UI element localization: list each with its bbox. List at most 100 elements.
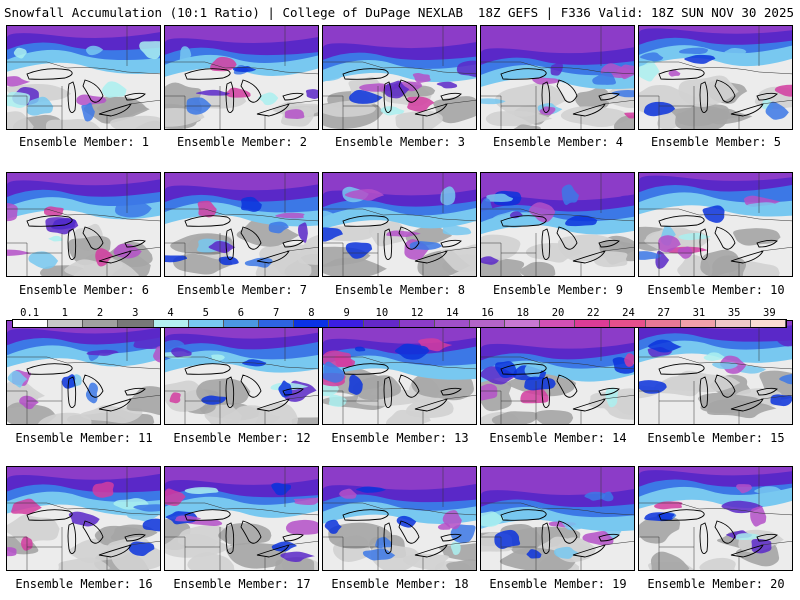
ensemble-member-map-14 [480, 320, 635, 425]
snowfall-map [165, 321, 318, 424]
snowfall-map [165, 467, 318, 570]
header-left-title: Snowfall Accumulation (10:1 Ratio) | Col… [4, 5, 464, 20]
color-scale-swatch [153, 320, 189, 327]
ensemble-member-label: Ensemble Member: 2 [176, 135, 308, 149]
color-scale-tick-label: 39 [763, 307, 776, 319]
ensemble-member-label: Ensemble Member: 14 [489, 431, 627, 445]
ensemble-member-label: Ensemble Member: 15 [647, 431, 785, 445]
ensemble-member-map-6 [6, 172, 161, 277]
color-scale-legend: 0.1 1 2 3 4 5 6 7 8 9 10 12 14 16 18 20 22 24 27 31 35 39 [12, 307, 787, 330]
snowfall-map [165, 173, 318, 276]
color-scale-tick-label: 8 [308, 307, 315, 319]
ensemble-member-map-13 [322, 320, 477, 425]
color-scale-tick-label: 18 [516, 307, 530, 319]
color-scale-swatch [434, 320, 470, 327]
color-scale-labels: 0.1 1 2 3 4 5 6 7 8 9 10 12 14 16 18 20 22 24 27 31 35 39 [12, 307, 787, 319]
ensemble-member-map-17 [164, 466, 319, 571]
ensemble-member-map-8 [322, 172, 477, 277]
color-scale-swatch [469, 320, 505, 327]
ensemble-member-label: Ensemble Member: 19 [489, 577, 627, 591]
ensemble-member-label: Ensemble Member: 16 [15, 577, 153, 591]
color-scale-swatch [715, 320, 751, 327]
color-scale-tick-label: 9 [343, 307, 350, 319]
snowfall-map [481, 173, 634, 276]
snowfall-map [481, 467, 634, 570]
ensemble-member-label: Ensemble Member: 5 [650, 135, 782, 149]
ensemble-member-map-11 [6, 320, 161, 425]
color-scale-swatch [364, 320, 400, 327]
ensemble-member-label: Ensemble Member: 7 [176, 283, 308, 297]
snowfall-map [481, 26, 634, 129]
ensemble-member-map-19 [480, 466, 635, 571]
ensemble-member-map-20 [638, 466, 793, 571]
ensemble-member-map-12 [164, 320, 319, 425]
color-scale-swatch [504, 320, 541, 327]
color-scale-swatch [258, 320, 295, 327]
snowfall-map [639, 321, 792, 424]
color-scale-tick-label: 20 [551, 307, 565, 319]
snowfall-map [639, 26, 792, 129]
color-scale-swatch [48, 320, 84, 327]
color-scale-tick-label: 22 [586, 307, 600, 319]
color-scale-swatch [610, 320, 646, 327]
snowfall-map [323, 467, 476, 570]
color-scale-tick-label: 5 [202, 307, 209, 319]
color-scale-swatch [645, 320, 681, 327]
snowfall-map [639, 467, 792, 570]
snowfall-map [639, 173, 792, 276]
color-scale-tick-label: 2 [96, 307, 104, 319]
ensemble-member-map-18 [322, 466, 477, 571]
snowfall-map [323, 321, 476, 424]
ensemble-member-label: Ensemble Member: 8 [334, 283, 466, 297]
header-right-title: 18Z GEFS | F336 Valid: 18Z SUN NOV 30 20… [477, 5, 794, 20]
color-scale-tick-label: 35 [727, 307, 741, 319]
ensemble-member-label: Ensemble Member: 9 [492, 283, 624, 297]
ensemble-member-label: Ensemble Member: 10 [647, 283, 785, 297]
color-scale-tick-label: 4 [167, 307, 174, 319]
color-scale-swatch [399, 320, 435, 327]
color-scale-tick-label: 3 [132, 307, 139, 319]
ensemble-member-label: Ensemble Member: 17 [173, 577, 311, 591]
ensemble-member-label: Ensemble Member: 4 [492, 135, 624, 149]
ensemble-member-label: Ensemble Member: 1 [18, 135, 150, 149]
ensemble-member-label: Ensemble Member: 6 [18, 283, 150, 297]
ensemble-member-map-16 [6, 466, 161, 571]
ensemble-member-label: Ensemble Member: 20 [647, 577, 785, 591]
color-scale-tick-label: 10 [375, 307, 389, 319]
snowfall-map [7, 321, 160, 424]
ensemble-member-map-4 [480, 25, 635, 130]
color-scale-swatch [118, 320, 154, 327]
snowfall-map [7, 26, 160, 129]
color-scale-swatch [540, 320, 576, 327]
color-scale-tick-label: 27 [657, 307, 671, 319]
ensemble-member-map-5 [638, 25, 793, 130]
color-scale-tick-label: 1 [61, 307, 68, 319]
snowfall-map [323, 26, 476, 129]
color-scale-swatch [13, 320, 49, 327]
color-scale-tick-label: 7 [273, 307, 280, 319]
color-scale-swatch [294, 320, 330, 327]
color-scale-swatch [188, 320, 224, 327]
ensemble-member-map-9 [480, 172, 635, 277]
color-scale-tick-label: 12 [410, 307, 424, 319]
color-scale-swatch [329, 320, 365, 327]
ensemble-member-map-1 [6, 25, 161, 130]
ensemble-member-map-10 [638, 172, 793, 277]
color-scale-swatch [750, 320, 787, 327]
color-scale-swatch [575, 320, 611, 327]
ensemble-member-label: Ensemble Member: 11 [15, 431, 153, 445]
color-scale-swatch [83, 320, 119, 327]
color-scale-tick-label: 16 [481, 307, 494, 319]
color-scale-tick-label: 24 [622, 307, 635, 319]
ensemble-member-label: Ensemble Member: 18 [331, 577, 469, 591]
color-scale-tick-label: 31 [692, 307, 706, 319]
snowfall-map [7, 173, 160, 276]
ensemble-member-map-2 [164, 25, 319, 130]
color-scale-tick-label: 6 [237, 307, 245, 319]
color-scale-bar [12, 319, 787, 328]
ensemble-member-map-15 [638, 320, 793, 425]
ensemble-member-map-3 [322, 25, 477, 130]
color-scale-tick-label: 14 [446, 307, 459, 319]
color-scale-swatch [223, 320, 259, 327]
color-scale-tick-label: 0.1 [20, 307, 40, 319]
